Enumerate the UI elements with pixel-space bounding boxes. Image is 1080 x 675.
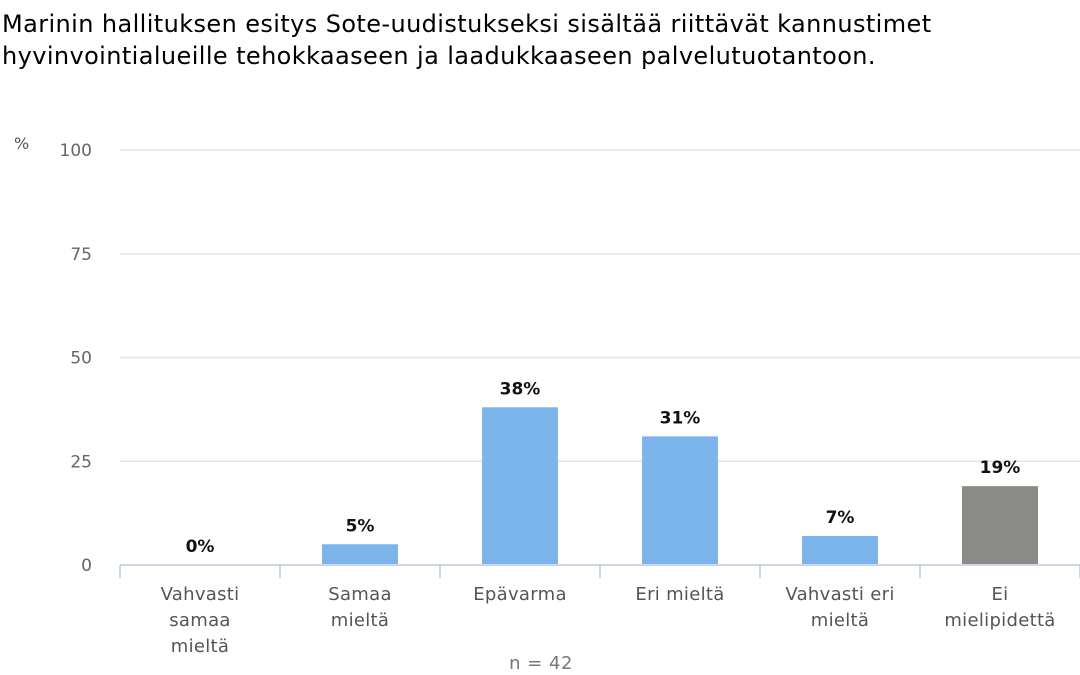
y-tick-label: 50: [70, 349, 92, 369]
y-axis-ticks: 0 25 50 75 100: [60, 141, 92, 576]
bars: [322, 407, 1038, 565]
x-tick-label-line: samaa: [169, 610, 231, 631]
bar: [642, 436, 718, 565]
data-label: 7%: [826, 508, 855, 528]
data-label: 0%: [186, 537, 215, 557]
bar: [322, 544, 398, 565]
x-tick-label-line: Epävarma: [473, 584, 567, 605]
x-tick-label: Vahvasti eri mieltä: [785, 584, 894, 631]
x-tick-label-line: Vahvasti: [161, 584, 240, 605]
y-axis-unit: %: [14, 134, 29, 153]
x-tick-label-line: mielipidettä: [944, 610, 1055, 631]
x-tick-label-line: mieltä: [171, 636, 230, 657]
x-tick-label-line: Vahvasti eri: [785, 584, 894, 605]
x-axis: [119, 564, 1080, 578]
data-label: 38%: [500, 379, 541, 399]
data-label: 19%: [980, 458, 1021, 478]
y-tick-label: 0: [81, 556, 92, 576]
x-tick-label-line: Ei: [992, 584, 1009, 605]
chart-title: Marinin hallituksen esitys Sote-uudistuk…: [2, 10, 932, 70]
x-tick-label: Epävarma: [473, 584, 567, 605]
x-tick-label: Samaa mieltä: [328, 584, 392, 631]
y-tick-label: 75: [70, 245, 92, 265]
x-tick-label: Ei mielipidettä: [944, 584, 1055, 631]
bar: [962, 486, 1038, 565]
sample-size-note: n = 42: [509, 653, 573, 674]
bar: [482, 407, 558, 565]
data-label: 31%: [660, 408, 701, 428]
x-tick-label: Eri mieltä: [635, 584, 724, 605]
x-tick-label-line: mieltä: [331, 610, 390, 631]
y-tick-label: 100: [60, 141, 92, 161]
data-label: 5%: [346, 516, 375, 536]
x-tick-label: Vahvasti samaa mieltä: [161, 584, 240, 657]
x-tick-label-line: Eri mieltä: [635, 584, 724, 605]
data-labels: 0% 5% 38% 31% 7% 19%: [186, 379, 1021, 557]
bar: [802, 535, 878, 565]
y-tick-label: 25: [70, 452, 92, 472]
x-tick-label-line: mieltä: [811, 610, 870, 631]
x-tick-label-line: Samaa: [328, 584, 392, 605]
gridlines: [120, 149, 1080, 462]
x-axis-labels: Vahvasti samaa mieltä Samaa mieltä Epävarma Er…: [161, 584, 1056, 657]
